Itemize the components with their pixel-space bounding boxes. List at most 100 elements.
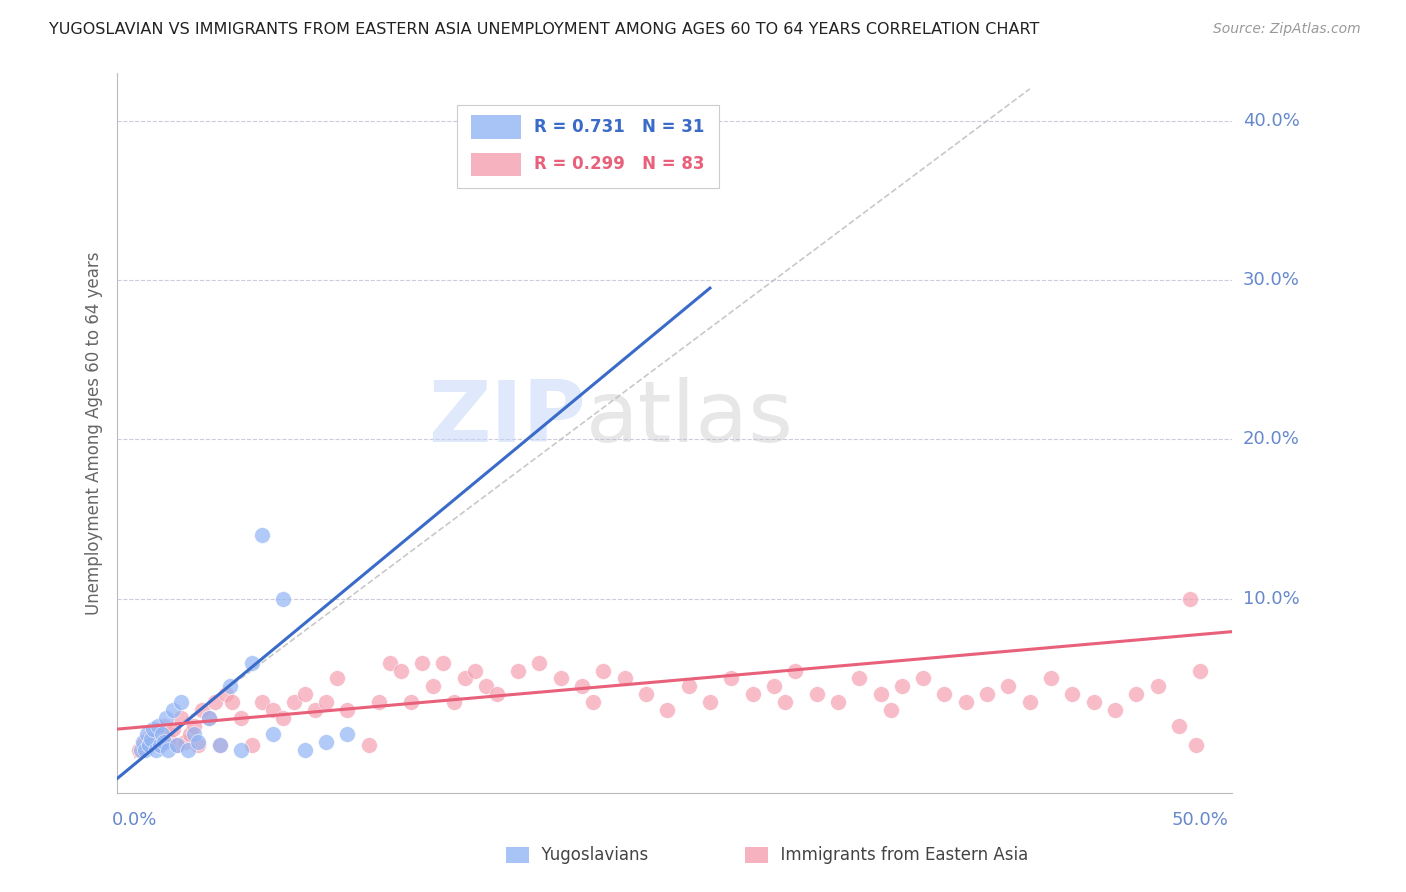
Point (145, 727, 167, 741)
Point (934, 688, 956, 702)
Point (336, 727, 359, 741)
Point (827, 695, 849, 709)
Point (191, 703, 214, 717)
Point (720, 672, 742, 686)
Point (634, 688, 657, 702)
Point (411, 656, 433, 670)
Point (785, 664, 807, 678)
Point (912, 672, 935, 686)
Point (150, 727, 173, 741)
Point (153, 735, 176, 749)
Text: YUGOSLAVIAN VS IMMIGRANTS FROM EASTERN ASIA UNEMPLOYMENT AMONG AGES 60 TO 64 YEA: YUGOSLAVIAN VS IMMIGRANTS FROM EASTERN A… (49, 22, 1039, 37)
Point (475, 680, 498, 694)
Text: 10.0%: 10.0% (1243, 590, 1299, 607)
Point (378, 656, 401, 670)
Point (613, 672, 636, 686)
Y-axis label: Unemployment Among Ages 60 to 64 years: Unemployment Among Ages 60 to 64 years (86, 252, 103, 615)
Point (262, 703, 284, 717)
Text: Immigrants from Eastern Asia: Immigrants from Eastern Asia (770, 847, 1029, 864)
Point (1168, 719, 1191, 733)
Point (283, 695, 305, 709)
Text: Yugoslavians: Yugoslavians (531, 847, 648, 864)
Point (141, 732, 163, 747)
FancyBboxPatch shape (457, 105, 720, 188)
Bar (471, 153, 520, 176)
Point (240, 656, 263, 670)
Point (869, 688, 891, 702)
Text: R = 0.731   N = 31: R = 0.731 N = 31 (534, 118, 704, 136)
Point (204, 695, 226, 709)
Point (890, 680, 912, 694)
Point (1040, 672, 1063, 686)
Point (485, 688, 508, 702)
Point (162, 703, 184, 717)
Point (187, 735, 209, 749)
Point (136, 727, 159, 741)
Point (145, 743, 167, 757)
Point (571, 680, 593, 694)
Point (198, 711, 221, 725)
Point (848, 672, 870, 686)
Point (1083, 695, 1105, 709)
Point (146, 719, 169, 733)
Point (432, 656, 454, 670)
Point (174, 735, 197, 749)
Point (219, 680, 242, 694)
Point (262, 727, 284, 741)
Text: atlas: atlas (585, 377, 793, 460)
Point (136, 732, 159, 747)
Point (128, 743, 150, 757)
Point (1185, 739, 1208, 753)
Point (464, 664, 486, 678)
Point (1125, 688, 1147, 702)
Text: ZIP: ZIP (427, 377, 585, 460)
Point (336, 703, 359, 717)
Point (221, 695, 243, 709)
Point (155, 711, 177, 725)
Point (592, 664, 614, 678)
Point (187, 739, 209, 753)
Text: R = 0.299   N = 83: R = 0.299 N = 83 (534, 155, 704, 173)
Point (208, 739, 231, 753)
Point (273, 591, 295, 606)
Text: 30.0%: 30.0% (1243, 271, 1301, 289)
Point (166, 739, 188, 753)
Point (157, 732, 180, 747)
Point (229, 743, 252, 757)
Point (149, 739, 172, 753)
Point (997, 680, 1019, 694)
Point (294, 743, 316, 757)
Point (657, 703, 679, 717)
Point (762, 680, 785, 694)
Point (198, 711, 221, 725)
Point (153, 719, 176, 733)
Point (132, 735, 155, 749)
Point (170, 695, 193, 709)
Point (1146, 680, 1168, 694)
Point (955, 695, 977, 709)
Point (176, 743, 198, 757)
Point (157, 743, 180, 757)
Point (422, 680, 444, 694)
Point (1178, 591, 1201, 606)
Point (138, 739, 160, 753)
Point (389, 664, 412, 678)
Point (1189, 664, 1212, 678)
Point (208, 739, 231, 753)
Point (443, 695, 465, 709)
Point (315, 735, 337, 749)
Point (170, 711, 193, 725)
Point (294, 688, 316, 702)
Point (149, 739, 172, 753)
Point (304, 703, 326, 717)
Point (506, 664, 529, 678)
Point (699, 695, 721, 709)
Point (162, 723, 184, 737)
Point (1018, 695, 1040, 709)
Point (368, 695, 391, 709)
Point (454, 672, 477, 686)
Text: 20.0%: 20.0% (1243, 431, 1301, 449)
Text: 0.0%: 0.0% (111, 811, 157, 829)
Point (142, 723, 165, 737)
Text: 40.0%: 40.0% (1243, 112, 1301, 129)
